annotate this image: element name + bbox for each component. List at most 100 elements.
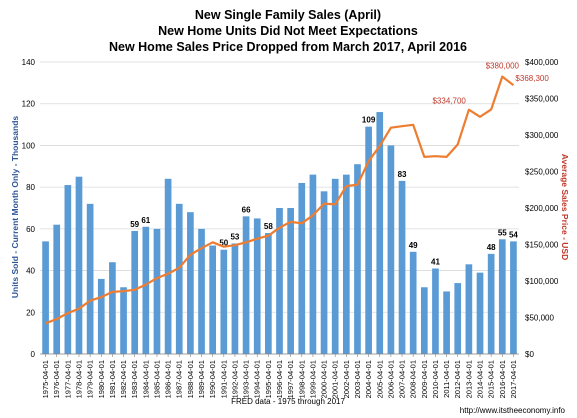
y-right-tick-label: $150,000 — [525, 241, 559, 250]
bar — [476, 272, 484, 354]
bar — [198, 228, 205, 354]
bar-value-label: 109 — [362, 116, 376, 125]
bar — [487, 253, 495, 354]
x-tick-label: 1980-04-01 — [97, 360, 106, 398]
bar — [276, 208, 283, 354]
x-tick-label: 1982-04-01 — [119, 360, 128, 398]
x-tick-label: 1979-04-01 — [86, 360, 95, 398]
x-tick-label: 1998-04-01 — [297, 360, 306, 398]
price-value-label: $368,300 — [515, 74, 549, 83]
x-tick-label: 2001-04-01 — [331, 360, 340, 398]
bar — [498, 239, 506, 354]
x-tick-label: 1999-04-01 — [308, 360, 317, 398]
x-tick-label: 1994-04-01 — [253, 360, 262, 398]
y-right-tick-label: $250,000 — [525, 168, 559, 177]
y-left-tick-label: 100 — [22, 141, 36, 150]
bar — [432, 268, 439, 354]
y-right-tick-label: $200,000 — [525, 204, 559, 213]
x-tick-label: 2000-04-01 — [320, 360, 329, 398]
bar-value-label: 66 — [242, 205, 251, 214]
x-tick-label: 1990-04-01 — [208, 360, 217, 398]
bar — [231, 243, 239, 354]
bar — [42, 241, 49, 354]
y-right-tick-label: $50,000 — [525, 314, 554, 323]
x-tick-label: 2004-04-01 — [364, 360, 373, 398]
x-tick-label: 1976-04-01 — [52, 360, 61, 398]
x-tick-label: 1984-04-01 — [141, 360, 150, 398]
bar — [86, 203, 94, 354]
bar — [376, 112, 384, 354]
price-value-label: $380,000 — [486, 62, 520, 71]
y-left-tick-label: 120 — [22, 100, 36, 109]
bar — [287, 208, 294, 354]
bar-value-label: 50 — [219, 239, 228, 248]
bar — [510, 241, 517, 354]
y-axis-left-label: Units Sold - Current Month Only - Thousa… — [10, 116, 20, 299]
y-left-tick-label: 80 — [26, 183, 35, 192]
bar — [142, 226, 150, 354]
bar — [443, 291, 450, 354]
y-left-tick-label: 60 — [26, 225, 35, 234]
x-tick-label: 1983-04-01 — [130, 360, 139, 398]
y-left-tick-label: 140 — [22, 58, 36, 67]
price-line-series — [45, 75, 515, 325]
bar-value-label: 49 — [409, 241, 418, 250]
y-right-tick-label: $0 — [525, 350, 534, 359]
bar — [120, 287, 127, 354]
price-line — [45, 75, 515, 325]
bar — [53, 224, 61, 354]
x-tick-label: 2005-04-01 — [375, 360, 384, 398]
bar — [465, 264, 473, 354]
x-tick-label: 1981-04-01 — [108, 360, 117, 398]
bar — [331, 178, 339, 354]
y-right-tick-label: $300,000 — [525, 131, 559, 140]
bar — [387, 145, 395, 354]
x-tick-label: 1978-04-01 — [74, 360, 83, 398]
x-tick-label: 2010-04-01 — [431, 360, 440, 398]
bar — [131, 230, 139, 354]
bar-value-label: 41 — [431, 257, 440, 266]
x-tick-label: 2006-04-01 — [386, 360, 395, 398]
x-tick-label: 2003-04-01 — [353, 360, 362, 398]
chart-title-line-1: New Single Family Sales (April) — [195, 8, 381, 22]
bar-value-label: 55 — [498, 228, 507, 237]
bar-value-label: 48 — [487, 243, 496, 252]
x-axis-label: FRED data - 1975 through 2017 — [231, 397, 345, 406]
y-left-tick-label: 40 — [26, 267, 35, 276]
bar-value-label: 59 — [130, 220, 139, 229]
x-tick-label: 1975-04-01 — [41, 360, 50, 398]
x-tick-label: 2017-04-01 — [509, 360, 518, 398]
bar — [109, 262, 116, 354]
y-left-tick-label: 0 — [31, 350, 36, 359]
bar — [220, 249, 228, 354]
bar-value-label: 61 — [141, 216, 150, 225]
y-right-tick-label: $350,000 — [525, 95, 559, 104]
x-tick-label: 1996-04-01 — [275, 360, 284, 398]
bar — [209, 245, 217, 354]
x-tick-label: 2012-04-01 — [453, 360, 462, 398]
x-tick-label: 2016-04-01 — [498, 360, 507, 398]
bar — [242, 216, 250, 354]
x-tick-label: 1992-04-01 — [230, 360, 239, 398]
x-tick-label: 1985-04-01 — [152, 360, 161, 398]
bar — [97, 278, 105, 354]
x-tick-label: 1991-04-01 — [219, 360, 228, 398]
x-tick-label: 2013-04-01 — [464, 360, 473, 398]
bar — [420, 287, 428, 354]
bar — [175, 203, 183, 354]
x-tick-label: 2007-04-01 — [398, 360, 407, 398]
bar — [398, 180, 406, 354]
x-tick-label: 2008-04-01 — [409, 360, 418, 398]
bar — [75, 176, 83, 354]
bar-series — [42, 112, 517, 355]
x-tick-label: 1997-04-01 — [286, 360, 295, 398]
price-data-labels: $334,700 $380,000 $368,300 — [432, 62, 549, 106]
bar — [320, 191, 328, 354]
y-right-tick-label: $100,000 — [525, 277, 559, 286]
bar — [454, 283, 462, 354]
bar — [354, 164, 361, 354]
x-tick-label: 2011-04-01 — [442, 360, 451, 398]
chart-title-line-3: New Home Sales Price Dropped from March … — [109, 40, 467, 54]
